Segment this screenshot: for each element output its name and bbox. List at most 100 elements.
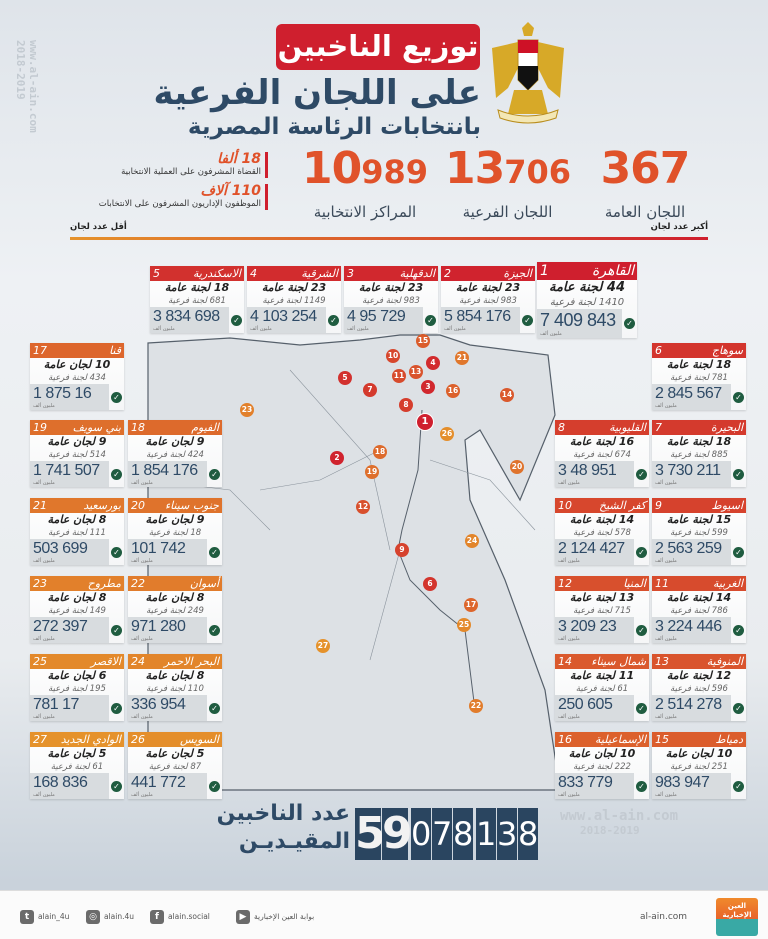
voters-units: مليون ألف — [558, 636, 634, 642]
general-committees: 18 لجنة عامة — [666, 435, 732, 448]
stat-sub-committees: 13706 اللجان الفرعية — [445, 144, 571, 222]
voters-row: 4 95 729 مليون ألف ✓ — [344, 307, 438, 333]
social-link-instagram[interactable]: ◎ alain.4u — [86, 910, 134, 924]
governorate-name: المنيا — [623, 577, 646, 590]
unit-million: مليون — [42, 714, 55, 720]
governorate-name: كفر الشيخ — [598, 499, 646, 512]
judges-stat: 18 ألفا القضاة المشرفون على العملية الانت… — [121, 152, 268, 178]
general-committees: 44 لجنة عامة — [548, 280, 626, 295]
stat-value: 367 — [600, 143, 691, 194]
sub-committees: 596 لجنة فرعية — [670, 684, 728, 694]
voters-units: مليون ألف — [655, 714, 731, 720]
check-icon: ✓ — [733, 780, 744, 792]
social-handle: alain.4u — [104, 912, 135, 921]
check-icon: ✓ — [111, 546, 122, 558]
unit-million: مليون — [42, 558, 55, 564]
voters-row: 168 836 مليون ألف ✓ — [30, 773, 124, 799]
card-header: مطروح 23 — [30, 576, 124, 591]
governorate-rank: 22 — [131, 577, 145, 590]
general-committees: 12 لجنة عامة — [666, 669, 732, 682]
voters-row: 101 742 مليون ألف ✓ — [128, 539, 222, 565]
sub-committees: 983 لجنة فرعية — [459, 296, 517, 306]
sub-committees: 1410 لجنة فرعية — [549, 297, 625, 308]
general-committees: 18 لجنة عامة — [666, 358, 732, 371]
governorate-name: دمياط — [715, 733, 743, 746]
governorate-card: مطروح 23 8 لجان عامة 149 لجنة فرعية 272 397 م… — [30, 576, 124, 643]
unit-thousand: ألف — [153, 326, 162, 332]
voters-row: 4 103 254 مليون ألف ✓ — [247, 307, 341, 333]
general-committees: 13 لجنة عامة — [569, 591, 635, 604]
governorate-rank: 17 — [33, 344, 47, 357]
social-link-twitter[interactable]: t alain_4u — [20, 910, 69, 924]
voters-count: 4 103 254 — [250, 308, 317, 325]
governorate-rank: 27 — [33, 733, 47, 746]
stat-label: اللجان الفرعية — [462, 203, 553, 221]
card-header: جنوب سيناء 20 — [128, 498, 222, 513]
unit-thousand: ألف — [655, 558, 664, 564]
governorate-rank: 6 — [655, 344, 662, 357]
governorate-card: الإسماعيلية 16 10 لجان عامة 222 لجنة فرعية 8… — [555, 732, 649, 799]
unit-million: مليون — [140, 714, 153, 720]
governorate-name: البحر الاحمر — [164, 655, 219, 668]
voters-count: 168 836 — [33, 774, 88, 791]
voters-count: 3 48 951 — [558, 462, 617, 479]
voters-count: 3 834 698 — [153, 308, 220, 325]
voters-count: 2 514 278 — [655, 696, 722, 713]
card-header: الفيوم 18 — [128, 420, 222, 435]
social-handle: alain.social — [168, 912, 210, 921]
unit-million: مليون — [664, 792, 677, 798]
sub-committees: 599 لجنة فرعية — [670, 528, 728, 538]
scale-gradient-line — [70, 237, 708, 240]
total-label-line1: عدد الناخبين — [216, 801, 350, 826]
governorate-rank: 9 — [655, 499, 662, 512]
sub-committees: 61 لجنة فرعية — [50, 762, 104, 772]
governorate-card: اسيوط 9 15 لجنة عامة 599 لجنة فرعية 2 563 25… — [652, 498, 746, 565]
governorate-name: بورسعيد — [83, 499, 121, 512]
voters-row: 3 209 23 مليون ألف ✓ — [555, 617, 649, 643]
governorate-name: السويس — [180, 733, 219, 746]
sub-committees: 424 لجنة فرعية — [146, 450, 204, 460]
voters-units: مليون ألف — [33, 403, 109, 409]
general-committees: 9 لجان عامة — [145, 513, 205, 526]
governorate-name: القاهرة — [592, 263, 634, 279]
check-icon: ✓ — [209, 780, 220, 792]
social-link-youtube[interactable]: ▶ بوابة العين الإخبارية — [236, 910, 314, 924]
voters-row: 2 563 259 مليون ألف ✓ — [652, 539, 746, 565]
voters-count: 272 397 — [33, 618, 88, 635]
sub-committees: 251 لجنة فرعية — [670, 762, 728, 772]
voters-count: 983 947 — [655, 774, 710, 791]
voters-box: 833 779 مليون ألف — [555, 773, 634, 799]
voters-box: 1 854 176 مليون ألف — [128, 461, 207, 487]
watermark-years: 2018-2019 — [14, 40, 27, 100]
voters-units: مليون ألف — [33, 480, 109, 486]
site-link[interactable]: al-ain.com — [640, 912, 688, 922]
unit-thousand: ألف — [655, 636, 664, 642]
sub-committees: 781 لجنة فرعية — [670, 373, 728, 383]
unit-million: مليون — [453, 326, 466, 332]
watermark-bottom: www.al-ain.com 2018-2019 — [560, 808, 678, 837]
voters-row: 1 875 16 مليون ألف ✓ — [30, 384, 124, 410]
check-icon: ✓ — [636, 546, 647, 558]
map-marker: 18 — [373, 445, 387, 459]
voters-units: مليون ألف — [250, 326, 326, 332]
total-label-line2: المقيـديـن — [238, 829, 350, 854]
unit-thousand: ألف — [131, 558, 140, 564]
card-header: قنا 17 — [30, 343, 124, 358]
card-header: الإسماعيلية 16 — [555, 732, 649, 747]
unit-million: مليون — [162, 326, 175, 332]
governorate-name: أسوان — [189, 577, 219, 590]
governorate-rank: 12 — [558, 577, 572, 590]
social-link-facebook[interactable]: f alain.social — [150, 910, 210, 924]
general-committees: 16 لجنة عامة — [569, 435, 635, 448]
voters-box: 101 742 مليون ألف — [128, 539, 207, 565]
egypt-map — [147, 334, 561, 791]
map-marker: 27 — [316, 639, 330, 653]
governorate-name: الفيوم — [191, 421, 219, 434]
governorate-card: بني سويف 19 9 لجان عامة 514 لجنة فرعية 1 741… — [30, 420, 124, 487]
digit-tile: 3 — [497, 808, 517, 860]
sub-committees: 578 لجنة فرعية — [573, 528, 631, 538]
governorate-name: البحيرة — [711, 421, 743, 434]
voters-count: 1 875 16 — [33, 385, 92, 402]
egypt-outline — [147, 334, 561, 791]
